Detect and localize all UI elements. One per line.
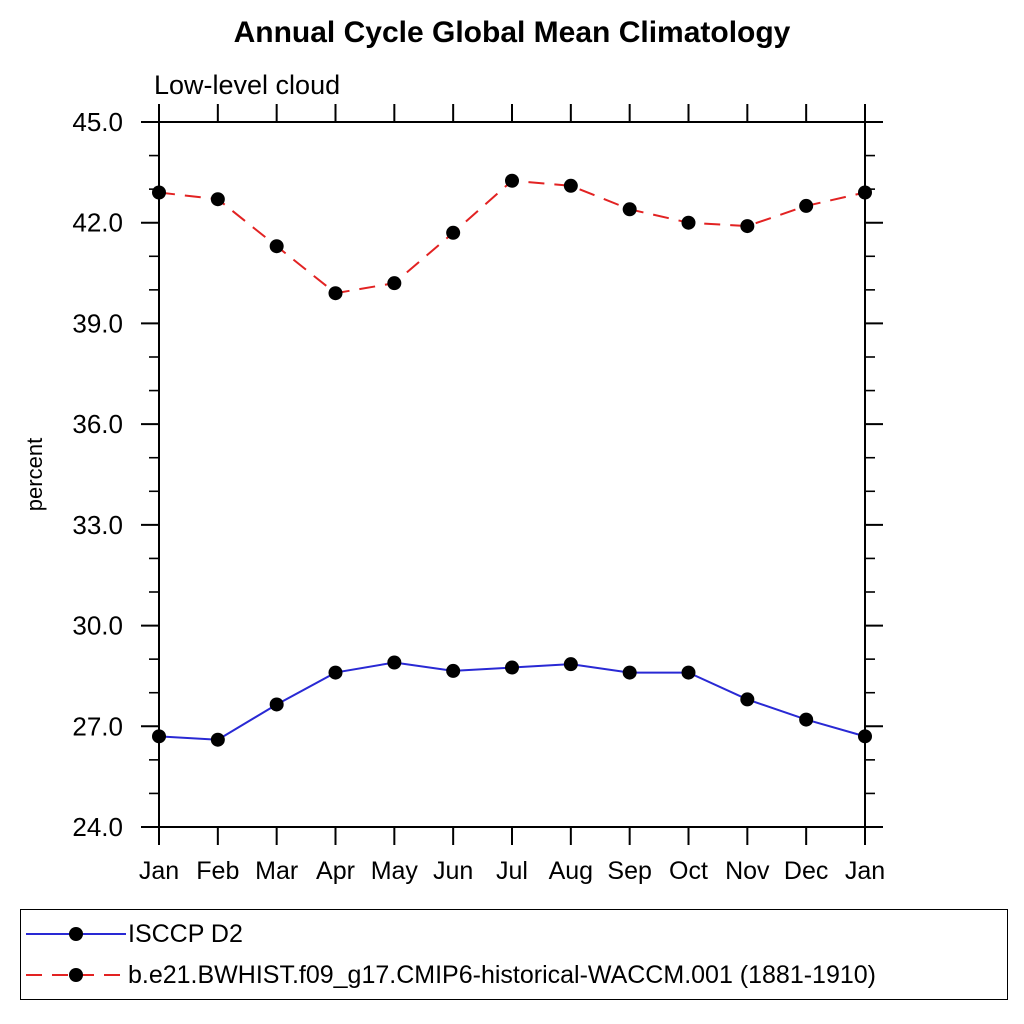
svg-text:Aug: Aug	[549, 857, 593, 885]
svg-text:Dec: Dec	[784, 857, 828, 885]
legend-item-waccm: b.e21.BWHIST.f09_g17.CMIP6-historical-WA…	[21, 958, 1007, 992]
svg-text:24.0: 24.0	[72, 812, 123, 842]
dashed-line-marker-icon	[26, 968, 126, 982]
svg-text:Jul: Jul	[496, 857, 528, 885]
svg-text:42.0: 42.0	[72, 208, 123, 238]
svg-text:36.0: 36.0	[72, 409, 123, 439]
svg-text:Sep: Sep	[607, 857, 651, 885]
svg-text:Apr: Apr	[316, 857, 355, 885]
svg-text:27.0: 27.0	[72, 711, 123, 741]
svg-text:39.0: 39.0	[72, 308, 123, 338]
svg-text:Jan: Jan	[845, 857, 885, 885]
svg-text:Feb: Feb	[196, 857, 239, 885]
svg-text:Oct: Oct	[669, 857, 708, 885]
svg-text:30.0: 30.0	[72, 611, 123, 641]
svg-text:33.0: 33.0	[72, 510, 123, 540]
svg-text:May: May	[371, 857, 419, 885]
plot-area: 24.0 27.0 30.0 33.0 36.0 39.0 42.0 45.0 Jan Feb Ma…	[22, 104, 885, 885]
svg-text:Jan: Jan	[139, 857, 179, 885]
chart-title: Annual Cycle Global Mean Climatology	[233, 16, 791, 49]
legend-box: ISCCP D2 b.e21.BWHIST.f09_g17.CMIP6-hist…	[20, 909, 1008, 1000]
svg-text:Nov: Nov	[725, 857, 770, 885]
legend-label: b.e21.BWHIST.f09_g17.CMIP6-historical-WA…	[128, 960, 876, 989]
svg-text:45.0: 45.0	[72, 107, 123, 137]
legend-item-isccp: ISCCP D2	[21, 917, 1007, 951]
chart-subtitle: Low-level cloud	[154, 70, 341, 100]
solid-line-marker-icon	[26, 927, 126, 941]
svg-text:Mar: Mar	[255, 857, 298, 885]
svg-text:Jun: Jun	[433, 857, 473, 885]
svg-text:percent: percent	[22, 438, 47, 511]
legend-label: ISCCP D2	[128, 919, 243, 948]
